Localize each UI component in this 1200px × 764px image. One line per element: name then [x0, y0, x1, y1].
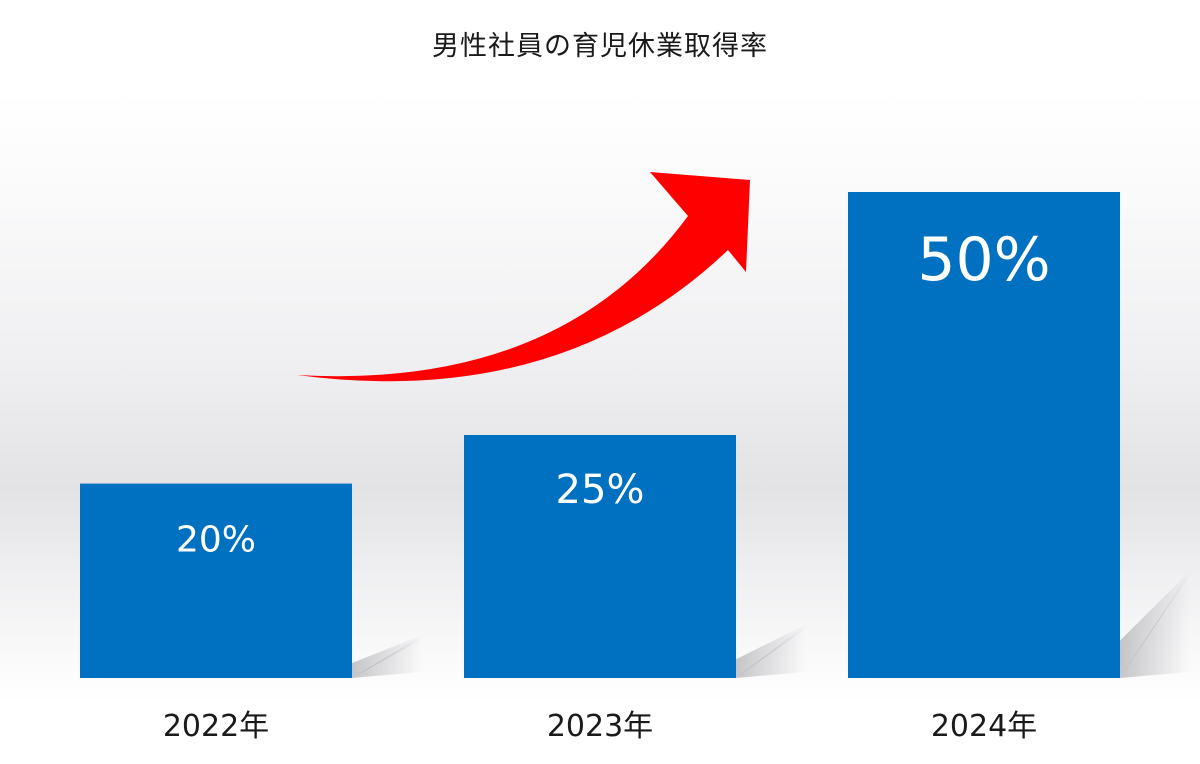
- bar-value-labels: 20% 25% 50%: [176, 225, 1051, 561]
- chart-title: 男性社員の育児休業取得率: [432, 31, 768, 62]
- x-axis-labels: 2022年 2023年 2024年: [163, 709, 1037, 744]
- bar-2: [464, 435, 736, 678]
- bar-value-label: 25%: [556, 467, 645, 513]
- x-tick-label: 2022年: [163, 709, 269, 744]
- bar-shadows: [352, 571, 1190, 678]
- bar-shadow-fill: [1120, 571, 1190, 678]
- bar-3: [848, 192, 1120, 678]
- x-tick-label: 2024年: [931, 709, 1037, 744]
- bar-shadow-fill: [352, 635, 422, 678]
- bar-shadow-fill: [736, 624, 806, 678]
- x-tick-label: 2023年: [547, 709, 653, 744]
- bar-1: [80, 483, 352, 678]
- bar-value-label: 20%: [176, 520, 256, 561]
- trend-arrow: [297, 172, 750, 382]
- bar-value-label: 50%: [917, 225, 1050, 295]
- bars: [80, 192, 1120, 678]
